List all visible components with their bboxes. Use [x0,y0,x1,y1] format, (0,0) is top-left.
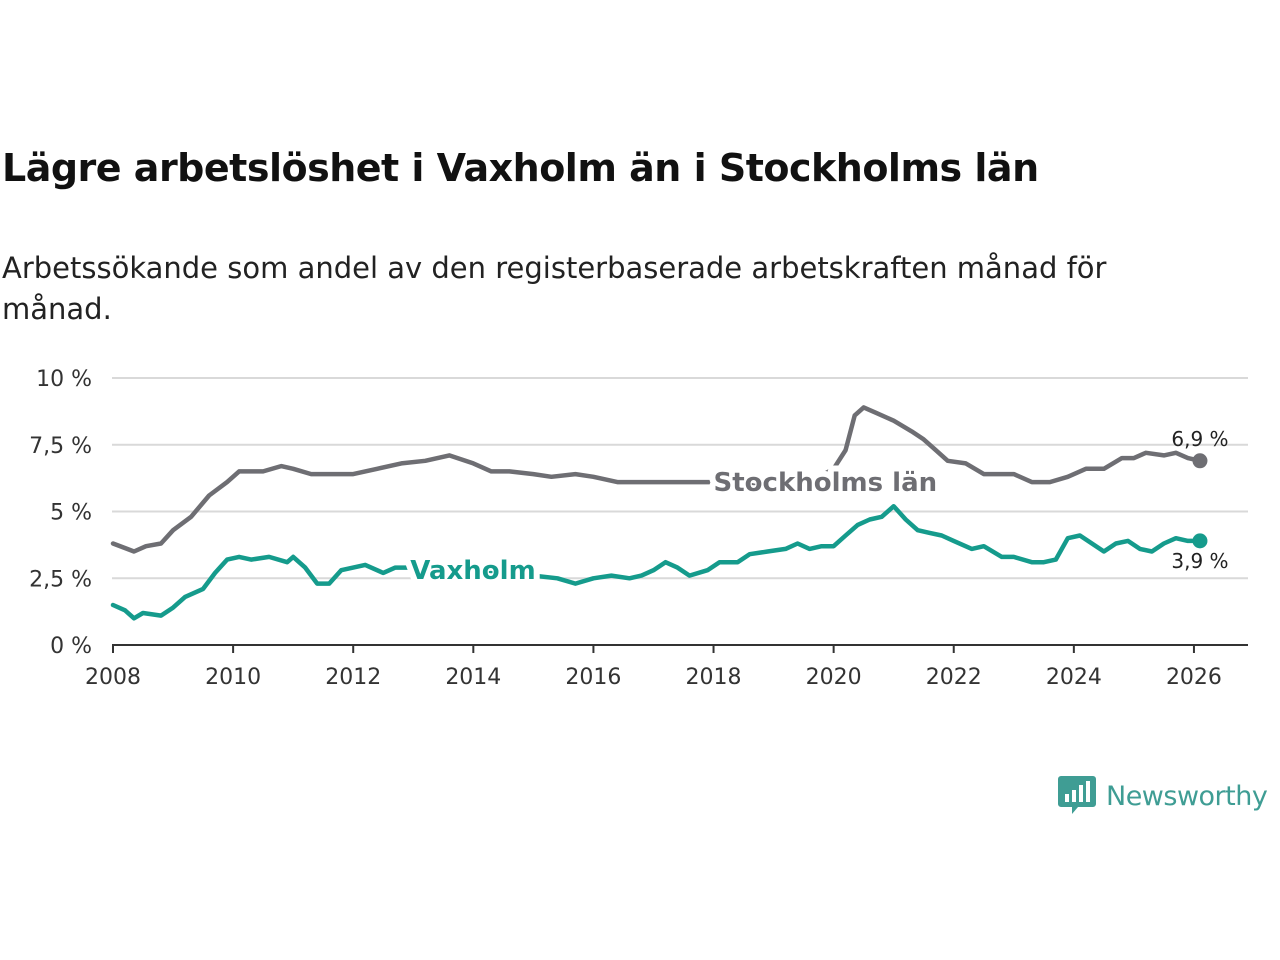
y-tick-label: 2,5 % [29,567,92,592]
series-label-vaxholm: Vaxholm [410,556,535,586]
x-tick-label: 2020 [806,665,862,690]
y-tick-label: 0 % [50,634,92,659]
series-end-label: 3,9 % [1171,549,1228,573]
y-tick-label: 5 % [50,501,92,526]
y-axis: 0 % 2,5 % 5 % 7,5 % 10 % [29,367,92,659]
x-tick-label: 2014 [445,665,501,690]
x-tick-label: 2018 [686,665,742,690]
x-tick-label: 2010 [205,665,261,690]
x-tick-label: 2012 [325,665,381,690]
y-tick-label: 10 % [36,367,92,392]
y-tick-label: 7,5 % [29,434,92,459]
newsworthy-logo: Newsworthy [1058,774,1268,818]
series-end-marker [1192,533,1208,549]
x-tick-label: 2022 [926,665,982,690]
series-line-stockholms-lan [110,405,1203,554]
brand-name: Newsworthy [1106,780,1268,812]
newsworthy-logo-icon [1058,776,1096,814]
series-label-stockholms-lan: Stockholms län [714,468,938,498]
x-tick-label: 2016 [565,665,621,690]
series-end-label: 6,9 % [1171,427,1228,451]
series-line-vaxholm [110,503,1203,621]
x-axis: 2008 2010 2012 2014 2016 2018 2020 2022 2024 2026 [85,644,1248,690]
x-tick-label: 2008 [85,665,141,690]
series-end-marker [1192,453,1208,469]
x-tick-label: 2026 [1166,665,1222,690]
chart-subtitle: Arbetssökande som andel av den registerb… [2,251,1107,326]
series-lines [110,405,1208,621]
x-tick-label: 2024 [1046,665,1102,690]
series-labels: 6,9 % 3,9 % Stockholms län Vaxholm [404,427,1228,592]
chart-title: Lägre arbetslöshet i Vaxholm än i Stockh… [2,146,1039,190]
gridlines [112,377,1248,580]
